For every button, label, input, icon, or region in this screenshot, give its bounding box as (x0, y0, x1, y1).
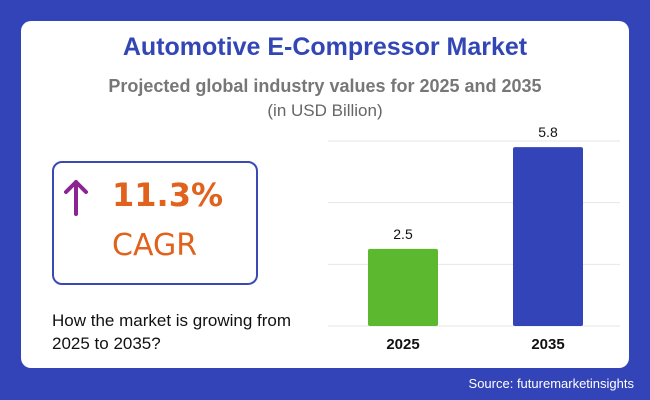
page-title: Automotive E-Compressor Market (122, 33, 528, 61)
data-label: 2.5 (393, 226, 413, 242)
arrow-up-icon (64, 180, 88, 216)
data-label: 5.8 (538, 124, 558, 140)
unit-label: (in USD Billion) (267, 101, 383, 120)
cagr-value: 11.3% (112, 176, 224, 214)
question-text: How the market is growing from 2025 to 2… (52, 311, 292, 353)
x-tick-label: 2035 (531, 336, 564, 353)
source-text: Source: futuremarketinsights (468, 376, 634, 391)
x-tick-label: 2025 (386, 336, 419, 353)
bar-2035 (513, 147, 583, 326)
cagr-box (52, 161, 258, 285)
bar-2025 (368, 248, 438, 326)
cagr-label: CAGR (112, 228, 198, 263)
subtitle: Projected global industry values for 202… (108, 76, 542, 96)
